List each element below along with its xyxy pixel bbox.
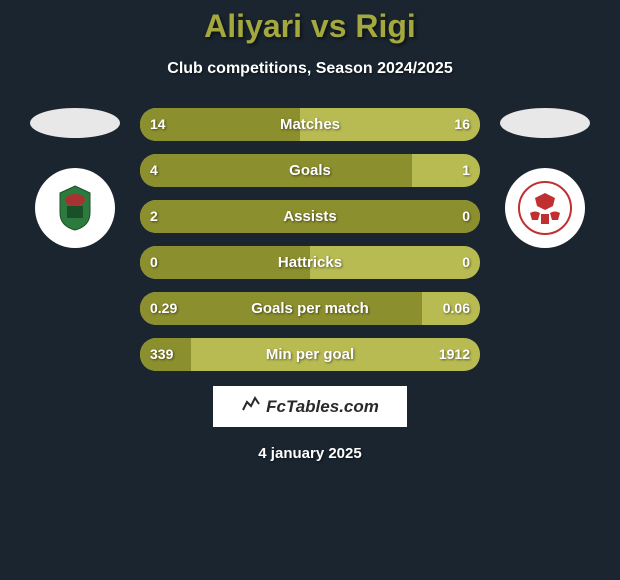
club-logo-right [505,168,585,248]
stat-bar: 0 Hattricks 0 [140,246,480,279]
stat-bar: 14 Matches 16 [140,108,480,141]
stat-label: Goals per match [140,292,480,325]
watermark-icon [241,396,261,417]
stat-value-right: 0 [462,246,470,279]
date-label: 4 january 2025 [258,445,361,462]
stat-value-right: 0 [462,200,470,233]
stat-value-right: 16 [454,108,470,141]
stat-value-right: 0.06 [443,292,470,325]
stat-bar: 2 Assists 0 [140,200,480,233]
stat-value-right: 1 [462,154,470,187]
player-right-column [490,108,600,248]
club-right-icon [515,178,575,238]
page-subtitle: Club competitions, Season 2024/2025 [167,60,452,78]
club-logo-left [35,168,115,248]
stat-label: Hattricks [140,246,480,279]
stat-label: Min per goal [140,338,480,371]
player-right-silhouette [500,108,590,138]
player-left-silhouette [30,108,120,138]
stat-bar: 339 Min per goal 1912 [140,338,480,371]
stat-label: Matches [140,108,480,141]
stat-value-right: 1912 [439,338,470,371]
watermark-badge: FcTables.com [213,386,407,427]
stat-label: Assists [140,200,480,233]
stat-bar: 4 Goals 1 [140,154,480,187]
stat-bar: 0.29 Goals per match 0.06 [140,292,480,325]
main-container: Aliyari vs Rigi Club competitions, Seaso… [0,0,620,580]
club-left-icon [45,178,105,238]
page-title: Aliyari vs Rigi [204,8,416,45]
comparison-content: 14 Matches 16 4 Goals 1 2 Assists 0 0 Ha… [0,108,620,371]
player-left-column [20,108,130,248]
stat-label: Goals [140,154,480,187]
watermark-text: FcTables.com [266,397,379,417]
stats-column: 14 Matches 16 4 Goals 1 2 Assists 0 0 Ha… [140,108,480,371]
